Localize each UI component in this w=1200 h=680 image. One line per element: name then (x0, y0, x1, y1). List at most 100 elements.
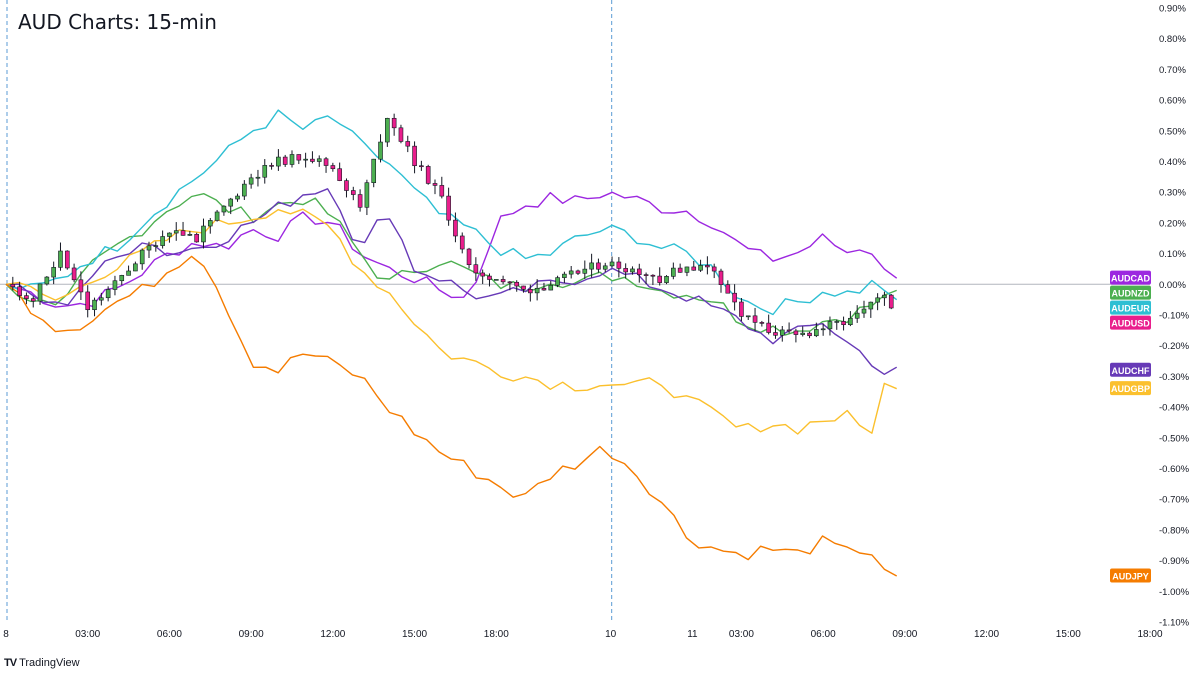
candle[interactable] (705, 256, 710, 275)
candle[interactable] (337, 162, 342, 182)
candle[interactable] (459, 232, 465, 254)
candle[interactable] (126, 265, 131, 276)
candle[interactable] (684, 266, 690, 277)
series-badge-audgbp[interactable]: AUDGBP (1110, 381, 1151, 396)
candle[interactable] (820, 323, 826, 336)
candle[interactable] (10, 276, 16, 291)
candle[interactable] (691, 260, 697, 271)
candle[interactable] (548, 280, 554, 291)
candle[interactable] (487, 273, 492, 287)
candle[interactable] (650, 274, 656, 286)
candle[interactable] (725, 280, 731, 294)
series-line-audchf[interactable] (5, 188, 898, 375)
candle[interactable] (24, 292, 29, 305)
candle[interactable] (357, 189, 363, 212)
candle[interactable] (493, 279, 499, 281)
candle[interactable] (643, 272, 649, 285)
candle[interactable] (773, 325, 778, 339)
candle[interactable] (446, 187, 451, 226)
candle[interactable] (711, 263, 717, 279)
candle[interactable] (139, 248, 145, 270)
candle[interactable] (378, 134, 383, 163)
candle[interactable] (807, 331, 812, 339)
candle[interactable] (596, 258, 601, 273)
series-badge-audchf[interactable]: AUDCHF (1110, 362, 1151, 377)
candle[interactable] (671, 262, 676, 280)
candle[interactable] (500, 275, 506, 285)
candle[interactable] (17, 281, 22, 301)
candle[interactable] (854, 305, 860, 323)
candle[interactable] (800, 326, 806, 337)
candle[interactable] (344, 178, 349, 198)
candle[interactable] (296, 154, 302, 165)
candle[interactable] (861, 300, 867, 318)
candle[interactable] (473, 257, 479, 281)
candle[interactable] (201, 218, 206, 249)
candle[interactable] (882, 291, 887, 306)
candle[interactable] (153, 241, 159, 252)
candle[interactable] (514, 280, 520, 292)
candle[interactable] (276, 149, 281, 171)
series-line-audnzd[interactable] (5, 192, 897, 336)
candle[interactable] (480, 269, 485, 284)
candle[interactable] (848, 311, 853, 327)
candle[interactable] (92, 297, 97, 317)
candle[interactable] (636, 263, 642, 283)
candle[interactable] (303, 152, 308, 168)
candle[interactable] (385, 117, 390, 147)
candle[interactable] (466, 247, 472, 269)
candle[interactable] (521, 285, 526, 293)
candle[interactable] (453, 212, 458, 243)
candle[interactable] (425, 164, 431, 185)
candle[interactable] (664, 275, 669, 285)
candle[interactable] (868, 301, 874, 318)
candle[interactable] (827, 316, 833, 336)
candle[interactable] (568, 265, 574, 279)
candle[interactable] (582, 260, 588, 279)
candle[interactable] (616, 257, 622, 278)
candle[interactable] (30, 296, 36, 308)
candle[interactable] (786, 322, 792, 334)
candle[interactable] (405, 135, 411, 153)
candle[interactable] (419, 160, 424, 171)
candle[interactable] (766, 314, 771, 335)
candle[interactable] (71, 263, 77, 283)
candle[interactable] (745, 315, 751, 321)
candle[interactable] (248, 173, 254, 189)
candle[interactable] (64, 250, 70, 270)
candle[interactable] (242, 180, 247, 200)
candle[interactable] (44, 276, 50, 286)
candle[interactable] (528, 284, 533, 302)
candle[interactable] (255, 169, 261, 187)
candle[interactable] (78, 271, 84, 300)
candle[interactable] (350, 186, 356, 201)
candle[interactable] (167, 232, 172, 243)
candle[interactable] (207, 217, 213, 234)
candle[interactable] (677, 263, 683, 273)
candle[interactable] (105, 286, 111, 302)
series-badge-audnzd[interactable]: AUDNZD (1110, 285, 1151, 300)
candle[interactable] (119, 274, 125, 286)
candle[interactable] (841, 316, 846, 331)
candle[interactable] (657, 267, 663, 286)
candle[interactable] (589, 253, 594, 278)
series-badge-audcad[interactable]: AUDCAD (1110, 270, 1151, 285)
candle[interactable] (269, 162, 274, 170)
candle[interactable] (173, 222, 179, 241)
candle[interactable] (555, 275, 560, 288)
candle[interactable] (439, 176, 445, 199)
candle[interactable] (112, 275, 118, 296)
series-line-audcad[interactable] (5, 191, 898, 308)
candle[interactable] (235, 193, 240, 202)
candle[interactable] (412, 141, 417, 174)
candle[interactable] (752, 307, 758, 332)
candle[interactable] (888, 293, 894, 310)
candle[interactable] (391, 113, 397, 136)
candle[interactable] (262, 159, 268, 184)
tradingview-brand[interactable]: TV TradingView (4, 657, 80, 669)
candle[interactable] (602, 262, 608, 273)
candle[interactable] (814, 322, 819, 338)
candle[interactable] (732, 284, 737, 311)
